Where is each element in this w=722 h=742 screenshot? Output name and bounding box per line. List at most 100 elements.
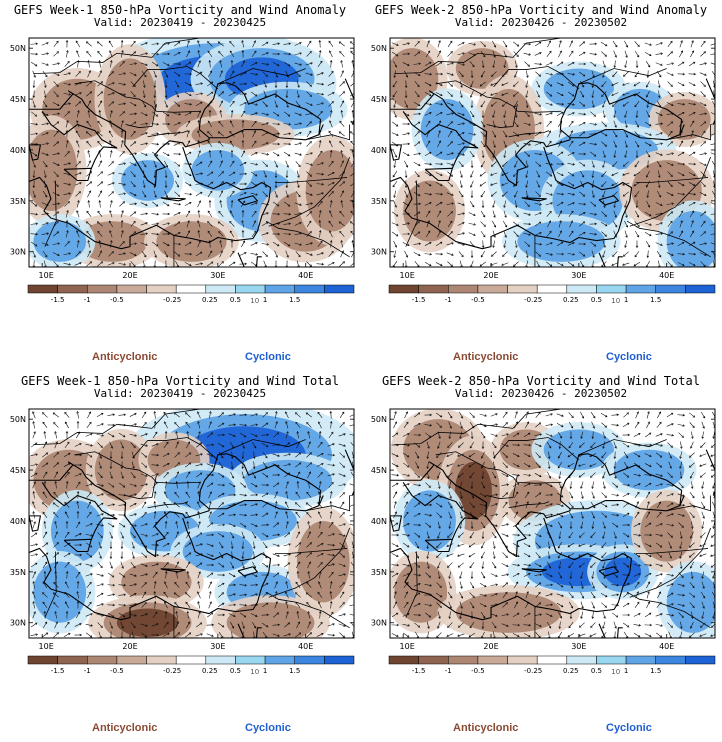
panel-title: GEFS Week-1 850-hPa Vorticity and Wind A… — [13, 3, 347, 17]
colorbar-tick-label: 1.5 — [289, 296, 300, 304]
colorbar-swatch — [685, 655, 716, 665]
colorbar-swatch — [655, 655, 686, 665]
colorbar-swatch — [264, 284, 295, 294]
anticyclonic-label: Anticyclonic — [453, 722, 519, 734]
lat-label: 50N — [371, 44, 387, 53]
colorbar-tick-label: 0.5 — [591, 667, 602, 675]
colorbar-swatch — [294, 284, 325, 294]
colorbar-swatch — [507, 284, 538, 294]
colorbar-swatch — [205, 284, 236, 294]
lon-label: 20E — [122, 642, 137, 651]
lat-label: 50N — [10, 415, 26, 424]
lat-label: 40N — [371, 517, 387, 526]
lon-label: 30E — [210, 642, 225, 651]
lat-label: 35N — [371, 197, 387, 206]
panel-week2-anomaly: GEFS Week-2 850-hPa Vorticity and Wind A… — [361, 0, 721, 370]
colorbar-swatch — [596, 284, 627, 294]
colorbar-swatch — [536, 655, 568, 665]
colorbar-swatch — [388, 655, 419, 665]
colorbar-tick-label: 0.25 — [563, 296, 579, 304]
panel-title: GEFS Week-1 850-hPa Vorticity and Wind T… — [21, 374, 339, 388]
colorbar-scale-note: 10 — [611, 668, 620, 676]
lat-label: 45N — [10, 95, 26, 104]
colorbar-tick-label: -1.5 — [412, 667, 426, 675]
colorbar-swatch — [625, 284, 656, 294]
lat-label: 45N — [371, 95, 387, 104]
vorticity-map: 50N 45N 40N 35N 30N 10E 20E 30E 40E -1.5 -1 -0.5 -0.… — [371, 37, 716, 305]
colorbar-swatch — [536, 284, 568, 294]
panel-week1-total: GEFS Week-1 850-hPa Vorticity and Wind T… — [0, 371, 360, 741]
colorbar-swatch — [87, 655, 118, 665]
lat-label: 30N — [10, 248, 26, 257]
lat-label: 35N — [371, 568, 387, 577]
lon-label: 10E — [400, 271, 415, 280]
colorbar-swatch — [235, 655, 266, 665]
colorbar-swatch — [655, 284, 686, 294]
colorbar-swatch — [146, 284, 177, 294]
lon-label: 40E — [659, 642, 674, 651]
colorbar-tick-label: 1 — [263, 296, 267, 304]
colorbar-swatch — [264, 655, 295, 665]
panel-title: GEFS Week-2 850-hPa Vorticity and Wind A… — [374, 3, 708, 17]
lon-label: 40E — [659, 271, 674, 280]
anticyclonic-label: Anticyclonic — [92, 351, 158, 363]
colorbar-tick-label: -1.5 — [412, 296, 426, 304]
colorbar-swatch — [116, 655, 147, 665]
colorbar-scale-note: 10 — [611, 297, 620, 305]
lon-label: 40E — [298, 271, 313, 280]
colorbar-swatch — [146, 655, 177, 665]
lon-label: 10E — [400, 642, 415, 651]
lat-label: 40N — [371, 146, 387, 155]
colorbar-tick-label: -0.5 — [110, 296, 124, 304]
colorbar-tick-label: -0.5 — [471, 667, 485, 675]
colorbar-swatch — [566, 655, 597, 665]
lat-label: 30N — [371, 248, 387, 257]
colorbar-tick-label: 0.25 — [202, 667, 218, 675]
colorbar-tick-label: -1 — [445, 667, 452, 675]
lon-label: 10E — [39, 642, 54, 651]
colorbar-tick-label: -1 — [84, 667, 91, 675]
colorbar-tick-label: 1 — [624, 296, 628, 304]
colorbar-swatch — [175, 655, 207, 665]
colorbar-swatch — [477, 655, 508, 665]
colorbar-tick-label: 0.5 — [230, 296, 241, 304]
colorbar-swatch — [324, 284, 355, 294]
colorbar-swatch — [324, 655, 355, 665]
colorbar-tick-label: 0.25 — [202, 296, 218, 304]
cyclonic-label: Cyclonic — [245, 722, 291, 734]
colorbar-swatch — [507, 655, 538, 665]
colorbar-swatch — [448, 284, 479, 294]
colorbar-tick-label: -1 — [445, 296, 452, 304]
vorticity-map: 50N 45N 40N 35N 30N 10E 20E 30E 40E -1.5 -1 -0.5 -0.… — [10, 408, 355, 676]
colorbar-tick-label: 1.5 — [650, 296, 661, 304]
anticyclonic-label: Anticyclonic — [453, 351, 519, 363]
colorbar-swatch — [235, 284, 266, 294]
colorbar-tick-label: -0.25 — [524, 296, 542, 304]
colorbar-swatch — [388, 284, 419, 294]
panel-valid-dates: Valid: 20230419 - 20230425 — [93, 16, 267, 29]
colorbar-tick-label: -0.5 — [110, 667, 124, 675]
cyclonic-label: Cyclonic — [606, 722, 652, 734]
colorbar-tick-label: -1.5 — [51, 296, 65, 304]
lat-label: 30N — [371, 619, 387, 628]
colorbar-tick-label: 0.25 — [563, 667, 579, 675]
colorbar-swatch — [477, 284, 508, 294]
colorbar-swatch — [448, 655, 479, 665]
lon-label: 30E — [571, 271, 586, 280]
colorbar-tick-label: 0.5 — [230, 667, 241, 675]
colorbar-swatch — [57, 284, 88, 294]
lon-label: 30E — [571, 642, 586, 651]
colorbar-swatch — [27, 284, 58, 294]
colorbar-swatch — [294, 655, 325, 665]
colorbar-swatch — [685, 284, 716, 294]
colorbar-tick-label: 1 — [624, 667, 628, 675]
lat-label: 45N — [10, 466, 26, 475]
cyclonic-label: Cyclonic — [606, 351, 652, 363]
colorbar-swatch — [116, 284, 147, 294]
colorbar-swatch — [418, 655, 449, 665]
anticyclonic-label: Anticyclonic — [92, 722, 158, 734]
colorbar-swatch — [87, 284, 118, 294]
colorbar-swatch — [625, 655, 656, 665]
lon-label: 20E — [483, 642, 498, 651]
lon-label: 20E — [483, 271, 498, 280]
